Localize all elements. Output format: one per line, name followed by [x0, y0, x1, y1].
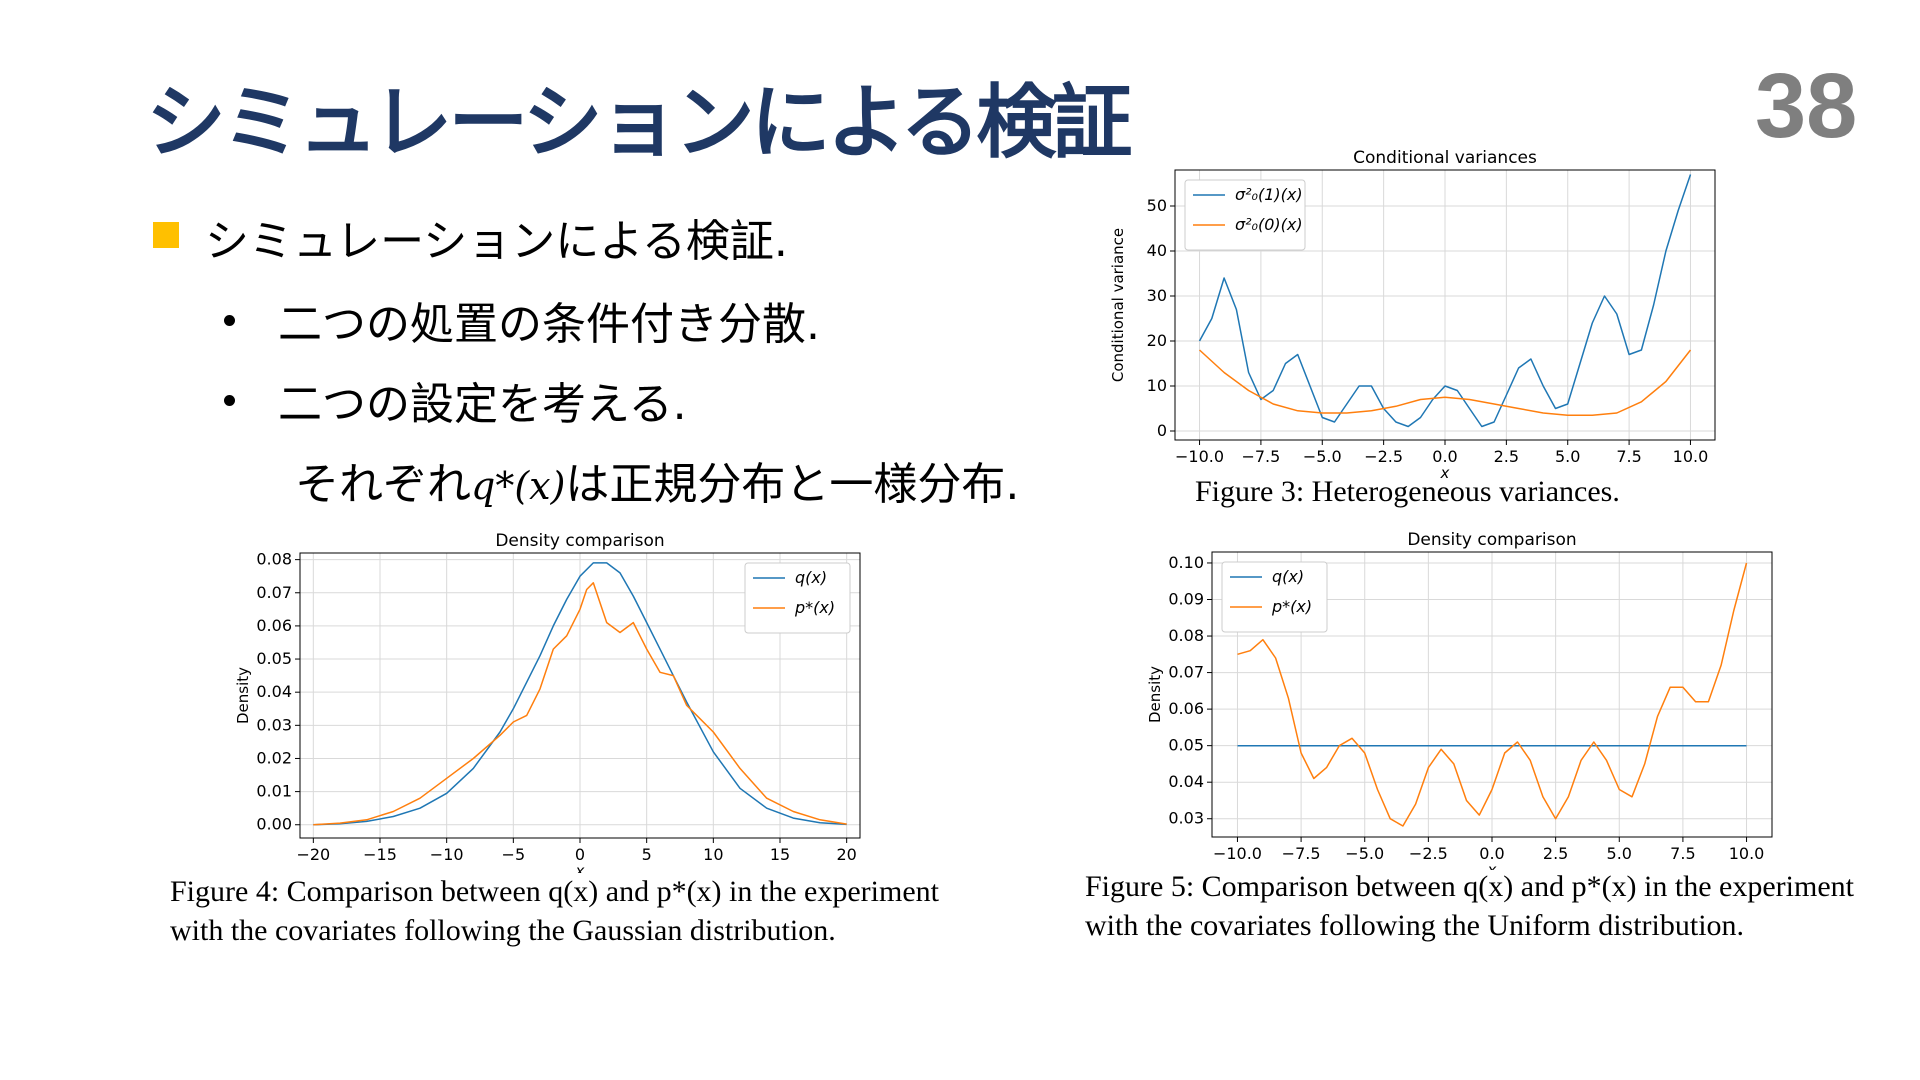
x-axis-label: x — [1487, 861, 1497, 870]
y-tick-label: 0 — [1157, 421, 1167, 440]
y-tick-label: 10 — [1147, 376, 1167, 395]
y-tick-label: 40 — [1147, 241, 1167, 260]
series-line — [1237, 562, 1748, 827]
y-tick-label: 0.07 — [1168, 663, 1204, 682]
legend-box — [1184, 179, 1306, 251]
sub-bullet-2: 二つの設定を考える. — [278, 379, 687, 430]
x-tick-label: −5.0 — [1303, 447, 1342, 466]
legend-label: p*(x) — [794, 598, 835, 617]
x-tick-label: 5.0 — [1555, 447, 1580, 466]
x-axis-label: x — [1440, 464, 1450, 482]
legend-label: σ²₀(1)(x) — [1235, 185, 1303, 204]
y-axis-label: Conditional variance — [1110, 228, 1127, 382]
x-tick-label: −2.5 — [1409, 844, 1448, 863]
y-tick-label: 0.04 — [1168, 772, 1204, 791]
x-tick-label: −10 — [430, 845, 464, 864]
legend-label: σ²₀(0)(x) — [1235, 215, 1303, 234]
series-line — [313, 582, 847, 826]
x-tick-label: 20 — [836, 845, 856, 864]
y-tick-label: 0.02 — [256, 748, 292, 767]
y-tick-label: 0.01 — [256, 782, 292, 801]
x-tick-label: 5 — [642, 845, 652, 864]
chart-density-uniform: −10.0 −7.5 −5.0 −2.5 0.0 2.5 5.0 7.5 10.0 0.03 0.0… — [1146, 530, 1773, 870]
series-line — [313, 562, 847, 826]
x-tick-label: 10.0 — [1729, 844, 1765, 863]
continuation-suffix: は正規分布と一様分布. — [565, 459, 1020, 510]
sub-bullet-1: 二つの処置の条件付き分散. — [278, 299, 820, 350]
slide-title: シミュレーションによる検証 — [146, 76, 1132, 169]
x-tick-label: 5.0 — [1607, 844, 1632, 863]
y-axis-label: Density — [234, 667, 252, 724]
figure-3-caption: Figure 3: Heterogeneous variances. — [1195, 475, 1620, 508]
chart-title: Density comparison — [495, 531, 664, 551]
x-tick-label: 0 — [575, 845, 585, 864]
continuation-formula: q*(x) — [471, 464, 566, 508]
x-tick-label: 10 — [703, 845, 723, 864]
x-tick-label: 0.0 — [1479, 844, 1504, 863]
x-tick-label: −15 — [363, 845, 397, 864]
plot-frame — [299, 552, 861, 839]
y-tick-label: 0.07 — [256, 583, 292, 602]
x-tick-label: −2.5 — [1364, 447, 1403, 466]
page-number: 38 — [1755, 55, 1858, 157]
legend-box — [1221, 561, 1328, 633]
x-tick-label: 7.5 — [1616, 447, 1641, 466]
y-tick-label: 0.10 — [1168, 553, 1204, 572]
series-line — [1198, 349, 1692, 417]
plot-frame — [1211, 551, 1773, 838]
x-tick-label: −5 — [502, 845, 526, 864]
legend-label: p*(x) — [1271, 597, 1312, 616]
y-tick-label: 0.04 — [256, 682, 292, 701]
y-tick-label: 0.05 — [1168, 736, 1204, 755]
bullet-dot-icon — [224, 315, 235, 326]
y-tick-label: 20 — [1147, 331, 1167, 350]
chart-title: Conditional variances — [1353, 148, 1537, 168]
x-tick-label: 10.0 — [1673, 447, 1709, 466]
continuation-prefix: それぞれ — [295, 459, 471, 510]
chart-density-gaussian: −20 −15 −10 −5 0 5 10 15 20 0.00 0.01 0.02 0.03 0.04 0… — [234, 531, 861, 873]
y-tick-label: 0.09 — [1168, 590, 1204, 609]
x-tick-label: 2.5 — [1543, 844, 1568, 863]
figure-4-caption: Figure 4: Comparison between q(x) and p*… — [170, 875, 939, 947]
y-tick-label: 0.08 — [1168, 626, 1204, 645]
x-tick-label: 15 — [770, 845, 790, 864]
y-tick-label: 0.03 — [256, 715, 292, 734]
legend-label: q(x) — [795, 568, 827, 587]
sub-bullet-continuation: それぞれq*(x)は正規分布と一様分布. — [295, 448, 1019, 512]
x-tick-label: 7.5 — [1670, 844, 1695, 863]
x-tick-label: −10.0 — [1175, 447, 1224, 466]
legend-box — [744, 562, 851, 634]
y-axis-label: Density — [1146, 666, 1164, 723]
bullet-dot-icon — [224, 395, 235, 406]
series-line — [1198, 174, 1692, 428]
y-tick-label: 0.06 — [256, 616, 292, 635]
x-tick-label: −10.0 — [1213, 844, 1262, 863]
x-tick-label: 0.0 — [1432, 447, 1457, 466]
figure-5-caption: Figure 5: Comparison between q(x) and p*… — [1085, 870, 1854, 942]
chart-conditional-variances: −10.0 −7.5 −5.0 −2.5 0.0 2.5 5.0 7.5 10.0 0 10 20 30… — [1110, 148, 1716, 482]
legend-label: q(x) — [1272, 567, 1304, 586]
x-tick-label: 2.5 — [1494, 447, 1519, 466]
y-tick-label: 30 — [1147, 286, 1167, 305]
bullet-square-icon — [153, 222, 179, 248]
x-tick-label: −7.5 — [1282, 844, 1321, 863]
y-tick-label: 0.03 — [1168, 809, 1204, 828]
y-tick-label: 0.05 — [256, 649, 292, 668]
x-tick-label: −7.5 — [1241, 447, 1280, 466]
y-tick-label: 0.08 — [256, 550, 292, 569]
y-tick-label: 50 — [1147, 196, 1167, 215]
bullet-main: シミュレーションによる検証. — [205, 216, 788, 267]
x-axis-label: x — [575, 862, 585, 873]
x-tick-label: −20 — [296, 845, 330, 864]
y-tick-label: 0.00 — [256, 815, 292, 834]
plot-frame — [1174, 169, 1716, 441]
x-tick-label: −5.0 — [1345, 844, 1384, 863]
y-tick-label: 0.06 — [1168, 699, 1204, 718]
chart-title: Density comparison — [1407, 530, 1576, 550]
